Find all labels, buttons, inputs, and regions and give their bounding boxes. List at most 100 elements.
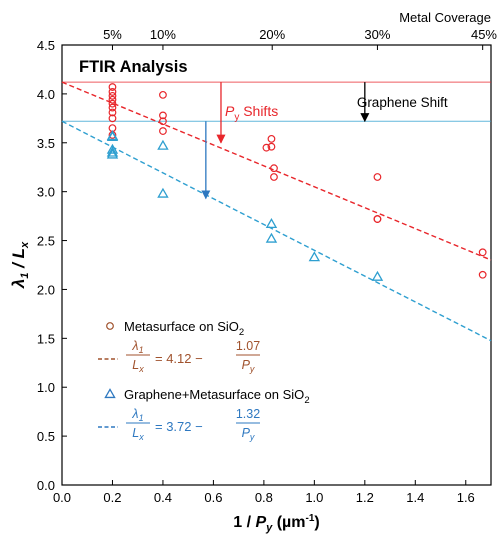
legend-label-part: 2: [304, 395, 309, 406]
y-tick-label: 4.5: [37, 38, 55, 53]
equation-part: 1: [139, 345, 144, 355]
data-point: [267, 142, 276, 151]
x-tick-label: 0.6: [204, 490, 222, 505]
equation-part: λ: [131, 339, 138, 353]
data-point: [308, 251, 321, 262]
x-tick-label: 1.4: [406, 490, 424, 505]
data-point: [373, 173, 382, 181]
data-point: [265, 232, 278, 243]
y-tick-label: 0.5: [37, 429, 55, 444]
annotation-label: Graphene Shift: [357, 95, 448, 110]
equation-part: P: [242, 358, 251, 372]
data-point: [157, 187, 169, 198]
y-axis-title-part: 1: [19, 273, 31, 279]
equation-part: 1: [139, 413, 144, 423]
data-point: [159, 90, 167, 99]
data-point: [108, 114, 117, 123]
equation-denominator: Lx: [132, 358, 144, 374]
x-axis-title-part: 1 /: [233, 514, 255, 531]
equation-numerator: 1.07: [236, 339, 260, 353]
legend-label: Metasurface on SiO2: [124, 319, 244, 338]
data-point: [108, 103, 117, 112]
top-axis-tick-label: 30%: [364, 27, 390, 42]
data-point: [159, 117, 167, 126]
equation-rhs: = 3.72 −: [155, 419, 203, 434]
x-tick-label: 0.2: [103, 490, 121, 505]
equation-part: L: [132, 426, 139, 440]
y-tick-label: 1.5: [37, 331, 55, 346]
equation-denominator: Py: [242, 426, 255, 442]
x-tick-label: 1.2: [356, 490, 374, 505]
annotation-label-part: P: [225, 103, 235, 119]
data-point: [478, 270, 487, 279]
data-point: [270, 173, 278, 181]
equation-part: y: [249, 432, 255, 442]
y-tick-label: 2.5: [37, 234, 55, 249]
x-axis-title-part: P: [255, 514, 266, 531]
legend-label-part: Graphene+Metasurface on SiO: [124, 387, 304, 402]
equation-numerator: λ1: [131, 407, 143, 423]
equation-part: L: [132, 358, 139, 372]
legend-entry: Graphene+Metasurface on SiO2 λ1 Lx = 3.72 −…: [98, 387, 310, 442]
y-axis-title-part: λ: [9, 279, 28, 289]
data-point: [159, 111, 167, 120]
data-point: [373, 215, 382, 223]
y-tick-label: 2.0: [37, 282, 55, 297]
data-point: [108, 95, 117, 104]
equation-numerator: λ1: [131, 339, 143, 355]
equation-part: 1.07: [236, 339, 260, 353]
data-point: [157, 139, 169, 150]
data-point: [108, 91, 117, 100]
y-tick-label: 4.0: [37, 87, 55, 102]
plot-frame: [61, 44, 492, 486]
equation-numerator: 1.32: [236, 407, 260, 421]
x-tick-label: 1.0: [305, 490, 323, 505]
data-point: [106, 146, 119, 157]
equation-denominator: Py: [242, 358, 255, 374]
x-axis-title: 1 / Py (µm-1): [233, 513, 319, 534]
y-axis-title-part: / L: [9, 248, 28, 273]
y-tick-label: 1.0: [37, 380, 55, 395]
data-point: [108, 108, 117, 117]
equation-denominator: Lx: [132, 426, 144, 442]
x-tick-label: 0.0: [53, 490, 71, 505]
data-point: [159, 127, 167, 135]
data-point: [371, 270, 384, 281]
data-point: [106, 143, 119, 154]
x-axis-title-part: y: [265, 522, 273, 534]
equation-part: P: [242, 426, 251, 440]
x-tick-label: 1.6: [457, 490, 475, 505]
top-axis-tick-label: 5%: [103, 27, 122, 42]
y-tick-label: 0.0: [37, 478, 55, 493]
x-tick-label: 0.8: [255, 490, 273, 505]
y-axis-title-part: x: [19, 241, 31, 249]
fit-line: [61, 120, 492, 342]
data-point: [108, 83, 117, 91]
legend-marker: [104, 388, 116, 399]
equation-part: y: [249, 364, 255, 374]
x-axis-title-part: -1: [306, 513, 315, 524]
equation-part: λ: [131, 407, 138, 421]
legend-label-part: Metasurface on SiO: [124, 319, 239, 334]
data-point: [106, 148, 119, 159]
annotation-label: Py Shifts: [225, 103, 278, 123]
data-point: [270, 164, 278, 173]
top-axis-title: Metal Coverage: [399, 10, 491, 25]
x-tick-label: 0.4: [154, 490, 172, 505]
equation-part: 1.32: [236, 407, 260, 421]
x-axis-title-part: (µm: [272, 514, 305, 531]
annotation-label-part: y: [234, 112, 239, 123]
legend-marker: [106, 322, 114, 330]
y-axis-title: λ1 / Lx: [9, 241, 31, 289]
data-point: [265, 218, 278, 229]
data-point: [106, 131, 119, 142]
annotation-label-part: Shifts: [239, 103, 278, 119]
top-axis-tick-label: 45%: [471, 27, 497, 42]
data-point: [262, 143, 271, 152]
equation-part: x: [138, 364, 144, 374]
data-point: [267, 134, 276, 143]
data-point: [108, 99, 117, 108]
y-tick-label: 3.0: [37, 185, 55, 200]
